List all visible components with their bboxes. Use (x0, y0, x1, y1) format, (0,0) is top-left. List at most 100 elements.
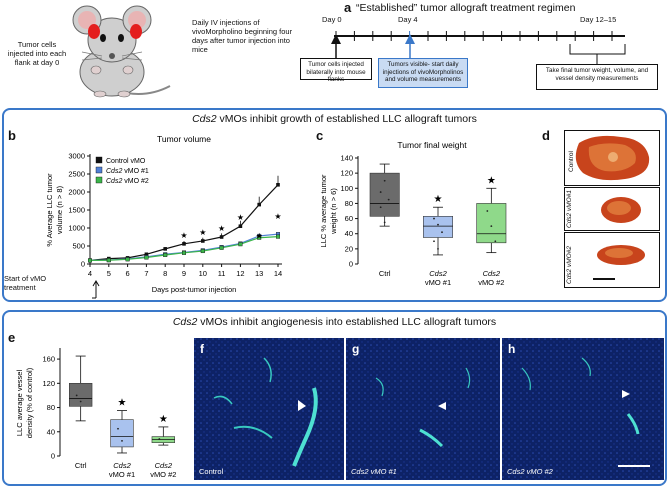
category-label: Cds2 (483, 269, 501, 278)
section-growth-title-rest: vMOs inhibit growth of established LLC a… (216, 113, 477, 125)
y-tick-label: 2500 (68, 170, 85, 179)
y-axis-label-line2: density (% of control) (25, 367, 34, 438)
y-axis-label-line2: volume (n > 8) (55, 185, 64, 234)
y-axis-label-line1: LLC % average tumor (319, 174, 328, 247)
data-point (379, 191, 382, 193)
y-tick-label: 0 (51, 452, 55, 461)
y-tick-label: 120 (42, 379, 55, 388)
y-tick-label: 3000 (68, 152, 85, 161)
point-control (144, 252, 149, 257)
data-point (441, 231, 443, 234)
arrowhead-icon (438, 402, 446, 410)
data-point (379, 206, 382, 209)
tumor-weight-chart: Tumor final weight 0 20 40 60 80 100 120 140 LLC … (319, 140, 507, 287)
point-vmo2 (276, 234, 281, 239)
section-growth-title: Cds2 vMOs inhibit growth of established … (0, 113, 669, 125)
legend-label-control: Control vMO (106, 158, 146, 165)
legend-swatch-control (95, 156, 103, 164)
significance-star: ★ (218, 224, 225, 233)
point-control (257, 202, 261, 207)
significance-star: ★ (487, 175, 496, 186)
tumor-weight-title: Tumor final weight (397, 140, 467, 150)
box-weight-2 (476, 203, 507, 244)
point-vmo2 (125, 257, 130, 262)
y-tick-label: 2000 (68, 188, 85, 197)
data-point (383, 221, 386, 224)
vessel-density-chart: 0 40 80 120 160 LLC average vessel density (% … (15, 348, 176, 479)
point-vmo2 (163, 252, 168, 257)
category-label: Ctrl (379, 269, 391, 278)
point-control (276, 183, 280, 187)
arrowhead-icon (622, 390, 630, 398)
x-tick-label: 8 (163, 269, 167, 278)
y-tick-label: 40 (47, 427, 55, 436)
panel-a-letter: a (344, 0, 352, 15)
category-label: Cds2 (155, 461, 173, 470)
photo-label-control: Control (568, 151, 575, 172)
y-axis-label-line1: LLC average vessel (15, 370, 24, 437)
injection-caption: Daily IV injections of vivoMorpholino be… (192, 18, 293, 54)
category-label: Cds2 (113, 461, 131, 470)
callout-day0: Tumor cells injected bilaterally into mo… (300, 58, 372, 83)
legend-label-vmo2: Cds2 vMO #2 (106, 178, 149, 185)
x-tick-label: 9 (182, 269, 186, 278)
mouse-caption: Tumor cells injected into each flank at … (7, 40, 67, 67)
tumor-photo-vmo2 (564, 232, 660, 288)
start-note-line2: treatment (4, 283, 36, 292)
point-vmo2 (181, 250, 186, 255)
significance-star: ★ (180, 231, 187, 240)
data-point (433, 217, 435, 220)
micrograph-vmo1-label: Cds2 vMO #1 (351, 467, 397, 476)
panel-h-letter: h (508, 342, 516, 356)
section-angiogenesis-title: Cds2 vMOs inhibit angiogenesis into esta… (0, 316, 669, 328)
y-tick-label: 80 (345, 199, 353, 208)
x-tick-label: 14 (274, 269, 282, 278)
timeline-title: “Established” tumor allograft treatment … (356, 2, 576, 14)
point-control (238, 224, 243, 228)
x-axis-label: Days post-tumor injection (152, 285, 237, 294)
tumor-mark-right (130, 24, 142, 39)
start-note-line1: Start of vMO (4, 274, 47, 283)
y-tick-label: 160 (42, 355, 55, 364)
y-tick-label: 40 (345, 229, 353, 238)
section-angiogenesis-title-rest: vMOs inhibit angiogenesis into establish… (197, 316, 497, 328)
photo-label-vmo2: Cds2 vMO#2 (566, 244, 573, 284)
data-point (387, 198, 390, 201)
category-label: vMO #2 (478, 278, 504, 287)
y-tick-label: 500 (72, 242, 85, 251)
y-axis-label-line2: weight (n > 6) (329, 188, 338, 235)
point-vmo2 (238, 242, 243, 247)
y-tick-label: 80 (47, 403, 55, 412)
start-note: Start of vMO treatment (4, 274, 46, 292)
category-label: vMO #2 (150, 470, 176, 479)
section-growth-frame (2, 108, 667, 302)
category-label: vMO #1 (425, 278, 451, 287)
micrograph-vmo2: h Cds2 vMO #2 (502, 338, 664, 480)
micrograph-control-label: Control (199, 467, 224, 476)
micrograph-vmo2-label: Cds2 vMO #2 (507, 467, 553, 476)
data-point (494, 240, 497, 243)
significance-star: ★ (199, 228, 206, 237)
data-point (75, 394, 78, 397)
panel-b-letter: b (8, 128, 16, 143)
panel-f-letter: f (200, 342, 204, 356)
category-label: Ctrl (75, 461, 87, 470)
data-point (437, 223, 439, 226)
significance-star: ★ (256, 232, 263, 241)
tumor-volume-chart: Tumor volume 0 500 1000 1500 2000 2500 3000 4 5 6 7… (45, 134, 282, 299)
section-angiogenesis-title-gene: Cds2 (172, 316, 198, 328)
box-weight-1 (423, 216, 453, 238)
section-growth-title-gene: Cds2 (192, 113, 217, 125)
x-tick-label: 7 (144, 269, 148, 278)
tumor-mark-left (88, 24, 100, 39)
y-tick-label: 1500 (68, 206, 85, 215)
photo-label-vmo1: Cds2 vMO#1 (566, 188, 573, 228)
significance-star: ★ (274, 212, 281, 221)
data-point (490, 225, 493, 228)
data-point (433, 240, 435, 243)
tumor-volume-title: Tumor volume (157, 134, 211, 144)
significance-star: ★ (118, 398, 127, 409)
timeline-day12-label: Day 12–15 (580, 15, 617, 24)
point-vmo2 (200, 249, 205, 254)
tumor-photo-control (564, 130, 660, 186)
